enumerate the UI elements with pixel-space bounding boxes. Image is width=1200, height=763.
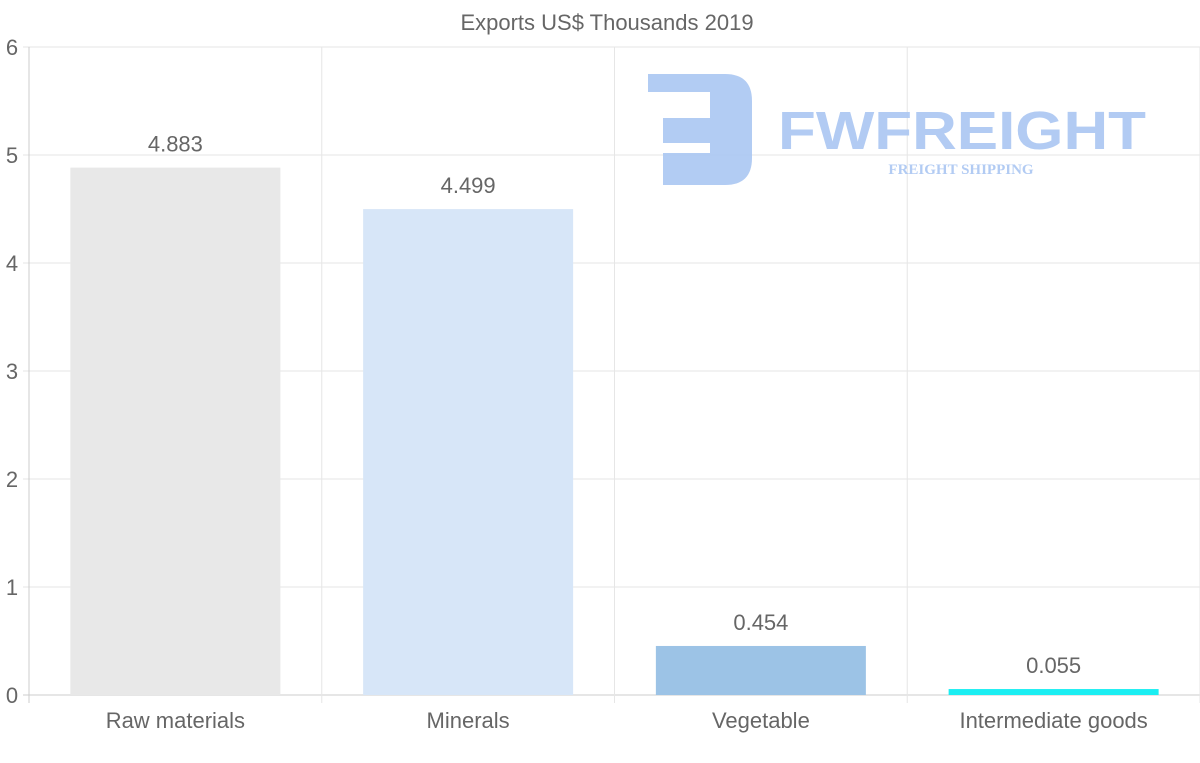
bar — [948, 689, 1159, 695]
y-tick-label: 1 — [6, 575, 18, 600]
logo-tagline: FREIGHT SHIPPING — [888, 162, 1033, 178]
data-label: 4.883 — [148, 132, 203, 157]
logo-mark-icon — [648, 74, 752, 185]
y-tick-label: 3 — [6, 359, 18, 384]
chart-title: Exports US$ Thousands 2019 — [460, 10, 753, 35]
bar — [655, 645, 866, 695]
x-tick-label: Minerals — [427, 708, 510, 733]
x-tick-label: Intermediate goods — [959, 708, 1147, 733]
data-label: 4.499 — [441, 173, 496, 198]
y-tick-label: 2 — [6, 467, 18, 492]
x-tick-label: Raw materials — [106, 708, 245, 733]
data-label: 0.454 — [733, 610, 788, 635]
y-tick-label: 0 — [6, 683, 18, 708]
y-tick-label: 6 — [6, 35, 18, 60]
logo-brand: FWFREIGHT — [778, 101, 1146, 161]
bars — [70, 167, 1159, 696]
watermark-logo: FWFREIGHT FREIGHT SHIPPING — [648, 74, 1146, 185]
y-tick-label: 4 — [6, 251, 18, 276]
x-tick-label: Vegetable — [712, 708, 810, 733]
bar — [363, 209, 574, 695]
labels: 0 1 2 3 4 5 6 4.883 Raw materials 4.499 Minerals 0.… — [6, 35, 1148, 733]
y-tick-label: 5 — [6, 143, 18, 168]
data-label: 0.055 — [1026, 653, 1081, 678]
bar — [70, 167, 281, 696]
